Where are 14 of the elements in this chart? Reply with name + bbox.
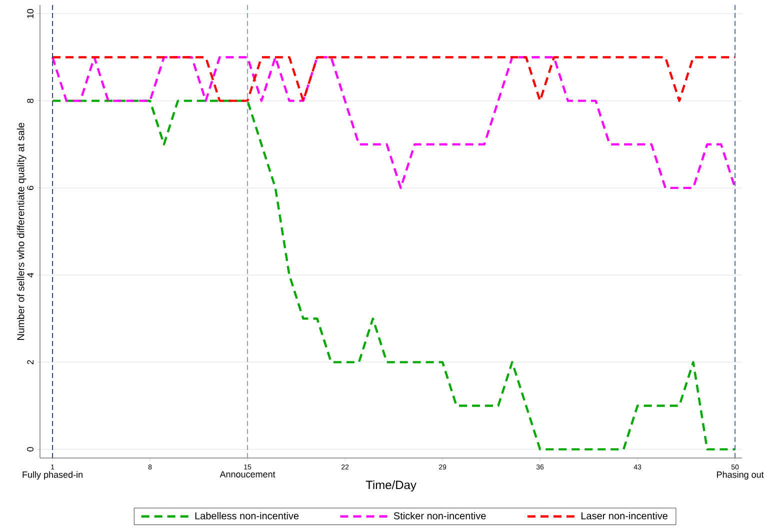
y-tick-label: 10 (27, 9, 34, 18)
y-tick-label: 8 (27, 98, 34, 103)
ref-line-label: Phasing out (717, 471, 764, 480)
y-tick-label: 0 (27, 447, 34, 452)
ref-line-label: Annoucement (220, 471, 276, 478)
ref-line-label: Fully phased-in (22, 471, 82, 480)
legend-label: Labelless non-incentive (195, 512, 299, 520)
y-tick-label: 4 (27, 272, 34, 278)
legend-label: Sticker non-incentive (394, 512, 486, 520)
legend-label: Laser non-incentive (581, 512, 668, 520)
y-axis-title: Number of sellers who differentiate quality at sale (16, 122, 26, 340)
x-axis-title: Time/Day (366, 480, 416, 492)
y-tick-label: 2 (27, 360, 34, 364)
y-tick-label: 6 (27, 186, 34, 190)
